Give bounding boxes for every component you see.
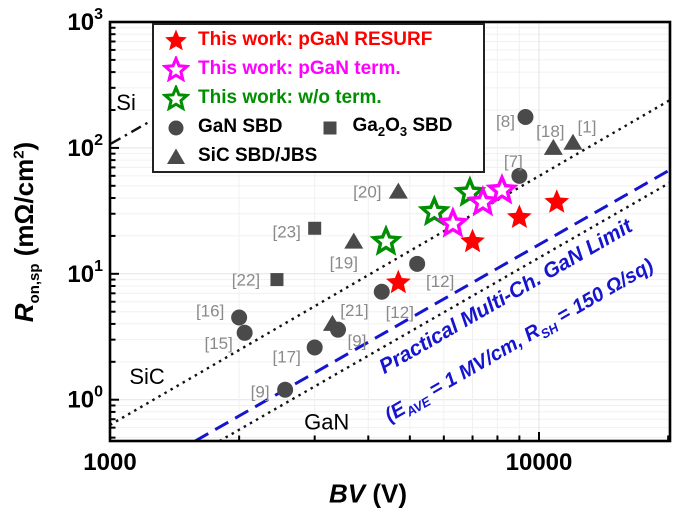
- point-[21]: [322, 314, 342, 331]
- ref-label: [22]: [232, 271, 260, 290]
- ref-label: [9]: [251, 383, 270, 402]
- point-[9]: [277, 381, 294, 398]
- y-axis-unit: (mΩ/cm: [8, 158, 39, 264]
- y-tick-label: 101: [67, 258, 103, 288]
- point-[22]: [270, 273, 284, 287]
- legend-item: This work: pGaN RESURF: [162, 27, 432, 53]
- point-[7]: [511, 167, 528, 184]
- x-axis-unit: (V): [365, 478, 408, 509]
- x-tick-label: 10000: [506, 449, 573, 476]
- legend-item: SiC SBD/JBS: [162, 143, 317, 169]
- point-star: [466, 184, 500, 217]
- legend-marker-triangle-icon: [167, 148, 185, 164]
- limit-line-labels: Si SiC GaN: [116, 90, 349, 435]
- series-sic-sbd-jbs: [322, 133, 583, 331]
- tick-labels: 1000 10000 103 102 101 100: [67, 6, 572, 476]
- ref-label: [12]: [426, 272, 454, 291]
- ref-label: [7]: [504, 152, 523, 171]
- limit-line: [110, 98, 670, 427]
- y-axis-title: Ron,sp (mΩ/cm2): [9, 142, 43, 322]
- point-star: [460, 228, 485, 253]
- x-axis-title: BV (V): [329, 479, 407, 510]
- legend-item: GaN SBD: [162, 114, 282, 140]
- point-[18]: [543, 138, 563, 155]
- legend-label: This work: pGaN term.: [198, 58, 401, 79]
- point-star: [544, 189, 570, 213]
- legend-marker-circle-icon: [168, 120, 184, 136]
- ref-label: [20]: [353, 183, 381, 202]
- series-this-work-pgan-resurf: [386, 189, 570, 294]
- data-points: [231, 108, 583, 398]
- point-[15]: [236, 324, 253, 341]
- legend-row: This work: pGaN RESURF: [154, 26, 483, 54]
- legend-label: This work: w/o term.: [198, 87, 382, 108]
- point-star: [417, 194, 451, 227]
- legend: This work: pGaN RESURF This work: pGaN te…: [152, 23, 485, 173]
- ref-label: [12]: [386, 303, 414, 322]
- ref-label: [18]: [536, 122, 564, 141]
- legend-row: SiC SBD/JBS: [154, 142, 483, 170]
- point-[1]: [563, 133, 583, 150]
- point-[8]: [517, 108, 534, 125]
- ref-label: [17]: [273, 347, 301, 366]
- point-[23]: [308, 221, 322, 235]
- point-star: [485, 173, 519, 205]
- point-[16]: [231, 309, 248, 326]
- y-axis-subscript: on,sp: [26, 263, 44, 304]
- legend-marker-square-icon: [323, 121, 337, 135]
- point-[12]: [373, 283, 390, 300]
- ref-label: [21]: [340, 301, 368, 320]
- plot-frame: [108, 20, 672, 443]
- legend-row: This work: w/o term.: [154, 84, 483, 112]
- point-star: [507, 204, 532, 228]
- x-axis-variable: BV: [328, 478, 366, 509]
- y-tick-label: 100: [67, 384, 103, 414]
- line-label-sic: SiC: [129, 364, 165, 389]
- point-[19]: [344, 232, 364, 249]
- line-label-si: Si: [116, 90, 136, 115]
- legend-item: This work: pGaN term.: [162, 56, 401, 82]
- line-label-gan: GaN: [304, 410, 349, 435]
- point-star: [386, 269, 411, 294]
- series-ga2o3-sbd: [270, 221, 322, 287]
- legend-item: This work: w/o term.: [162, 85, 382, 111]
- legend-marker-star-filled-icon: [165, 29, 187, 51]
- point-[12]: [409, 255, 426, 272]
- legend-marker-star-open-icon: [162, 56, 190, 82]
- legend-label: Ga2O3 SBD: [352, 115, 453, 139]
- legend-label: This work: pGaN RESURF: [198, 29, 433, 50]
- y-axis-variable: R: [8, 303, 39, 323]
- ref-label: [23]: [273, 222, 301, 241]
- limit-line: [110, 121, 150, 145]
- ref-label: [16]: [196, 301, 224, 320]
- point-[20]: [388, 182, 408, 199]
- point-star: [436, 206, 470, 238]
- y-tick-label: 103: [67, 6, 103, 36]
- y-axis-unit-close: ): [8, 141, 39, 151]
- ref-label: [15]: [204, 334, 232, 353]
- ref-label: [9]: [348, 332, 367, 351]
- point-[17]: [306, 339, 323, 356]
- ref-label: [1]: [578, 118, 597, 137]
- legend-marker-star-open-icon: [162, 85, 190, 111]
- legend-row: GaN SBD Ga2O3 SBD: [154, 113, 483, 141]
- limit-lines: [110, 98, 670, 441]
- y-axis-superscript: 2: [10, 150, 28, 159]
- reference-labels: [16][15][9][17][9][12][12][7][8][22][23]…: [196, 112, 596, 402]
- point-star: [369, 224, 403, 256]
- legend-item: Ga2O3 SBD: [316, 114, 452, 140]
- x-tick-label: 1000: [83, 449, 136, 476]
- ref-label: [8]: [496, 112, 515, 131]
- axis-ticks: [109, 21, 670, 441]
- limit-line: [218, 181, 670, 441]
- series-this-work-pgan-term-: [436, 173, 519, 238]
- legend-label: GaN SBD: [198, 116, 283, 137]
- legend-row: This work: pGaN term.: [154, 55, 483, 83]
- y-tick-label: 102: [67, 132, 103, 162]
- legend-label: SiC SBD/JBS: [198, 145, 318, 166]
- ref-label: [19]: [330, 254, 358, 273]
